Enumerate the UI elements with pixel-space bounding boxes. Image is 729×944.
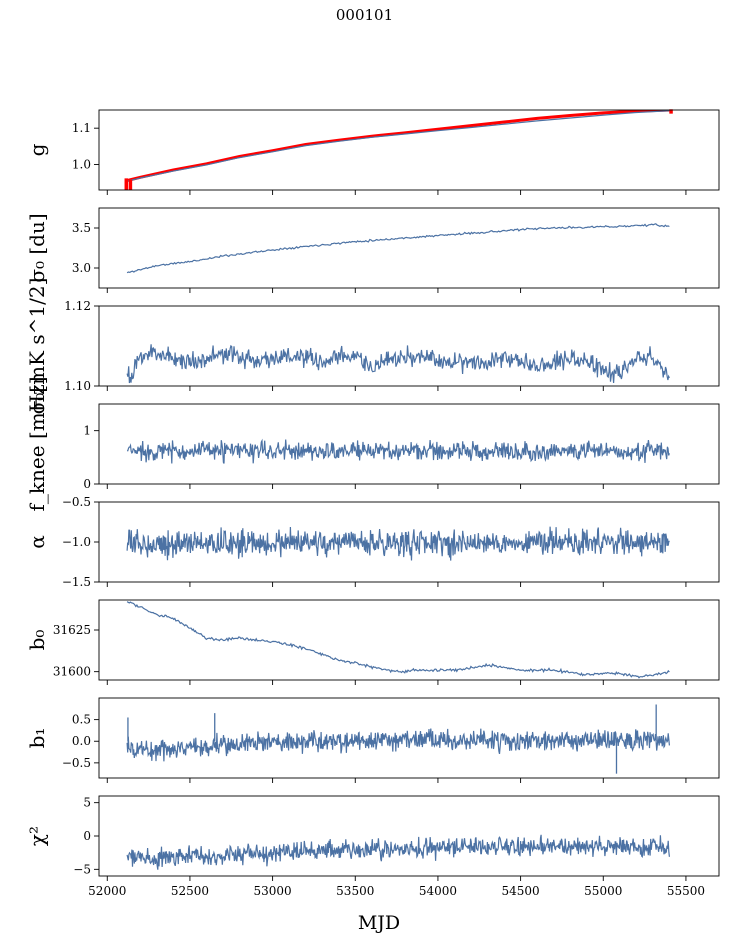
- panel-frame: [98, 109, 720, 191]
- series-line-red: [125, 110, 672, 183]
- y-tick-label: 31625: [53, 623, 91, 637]
- y-tick-label: 0.5: [72, 713, 91, 727]
- y-tick-label: 0: [83, 829, 91, 843]
- x-tick-label: 53500: [336, 884, 374, 898]
- panel-frame: [98, 207, 720, 289]
- y-tick-label: 31600: [53, 665, 91, 679]
- y-tick-label: 1.12: [64, 299, 91, 313]
- y-axis-label: b₁: [25, 728, 49, 749]
- x-tick-label: 54500: [502, 884, 540, 898]
- x-tick-label: 55000: [584, 884, 622, 898]
- panel-frame: [98, 795, 720, 877]
- x-tick-label: 52000: [88, 884, 126, 898]
- panel-frame: [98, 305, 720, 387]
- y-tick-label: −0.5: [62, 495, 91, 509]
- y-tick-label: 1: [83, 424, 91, 438]
- y-axis-label: χ²: [25, 826, 49, 846]
- y-tick-label: 0.0: [72, 734, 91, 748]
- panel-frame: [98, 403, 720, 485]
- x-tick-label: 55500: [667, 884, 705, 898]
- y-tick-label: 5: [83, 796, 91, 810]
- series-line: [126, 728, 670, 762]
- series-line: [126, 601, 670, 679]
- panel-frame: [98, 697, 720, 779]
- x-tick-label: 53000: [254, 884, 292, 898]
- y-tick-label: 1.0: [72, 158, 91, 172]
- panel-frame: [98, 599, 720, 681]
- y-axis-label: g: [25, 143, 49, 156]
- y-tick-label: 1.10: [64, 379, 91, 393]
- y-tick-label: −1.5: [62, 575, 91, 589]
- y-tick-label: 0: [83, 477, 91, 491]
- x-tick-label: 52500: [171, 884, 209, 898]
- y-tick-label: 1.1: [72, 121, 91, 135]
- y-tick-label: −0.5: [62, 756, 91, 770]
- y-axis-label: σ₀[mK s^1/2]: [25, 278, 49, 415]
- series-line: [126, 344, 670, 384]
- figure-title: 000101: [335, 6, 394, 24]
- y-axis-label: b₀: [25, 630, 49, 651]
- series-line: [125, 110, 672, 183]
- series-line: [126, 526, 670, 561]
- series-line: [127, 438, 670, 464]
- y-axis-label: α: [25, 535, 49, 549]
- y-tick-label: −5: [73, 862, 91, 876]
- x-tick-label: 54000: [419, 884, 457, 898]
- x-axis-label: MJD: [358, 912, 400, 934]
- y-axis-label: σ₀ [du]: [25, 213, 49, 282]
- series-line: [126, 834, 670, 870]
- y-tick-label: 3.5: [72, 221, 91, 235]
- series-line: [126, 223, 670, 274]
- y-tick-label: −1.0: [62, 535, 91, 549]
- y-axis-label: f_knee [mHz]: [25, 377, 49, 512]
- y-tick-label: 3.0: [72, 261, 91, 275]
